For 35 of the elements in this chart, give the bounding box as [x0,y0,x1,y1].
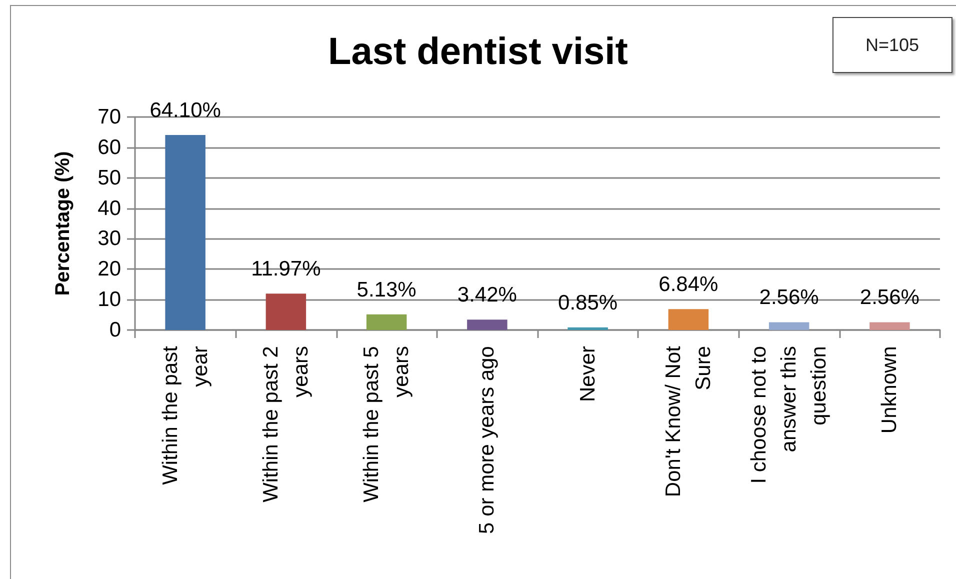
bar [266,294,306,330]
data-label: 5.13% [356,278,416,302]
y-tick-label: 30 [98,227,121,250]
x-tick-label: Within the past 5 years [360,346,414,502]
bar [768,322,810,330]
data-label: 6.84% [658,273,718,296]
y-tick-label: 10 [98,288,121,312]
x-tick-label: Never [576,346,600,402]
data-label: 11.97% [251,258,321,281]
y-tick-label: 50 [98,166,121,190]
y-tick-label: 60 [98,136,121,159]
x-tick-label: Within the past year [158,346,212,485]
x-tick-label: Unknown [878,346,902,434]
y-axis-title: Percentage (%) [52,151,74,296]
y-tick-label: 40 [98,196,121,220]
x-tick-label: Don't Know/ Not Sure [662,346,715,498]
y-tick-label: 20 [98,258,121,281]
y-tick-label: 0 [109,318,121,342]
bar [668,309,709,330]
text: N=105 [865,35,920,55]
data-label: 3.42% [457,284,517,307]
bar [165,134,206,330]
chart-title: Last dentist visit [328,31,628,73]
x-tick-label: 5 or more years ago [476,346,499,534]
x-tick-label: I choose not to answer this question [748,346,831,484]
bar [467,320,508,330]
data-label: 0.85% [558,291,618,314]
data-label: 2.56% [860,286,920,310]
bar [366,314,407,330]
bar [568,327,608,330]
data-label: 64.10% [150,98,221,122]
y-tick-label: 70 [98,106,121,128]
x-tick-label: Within the past 2 years [259,346,312,502]
data-label: 2.56% [759,286,819,310]
bar [870,322,910,330]
